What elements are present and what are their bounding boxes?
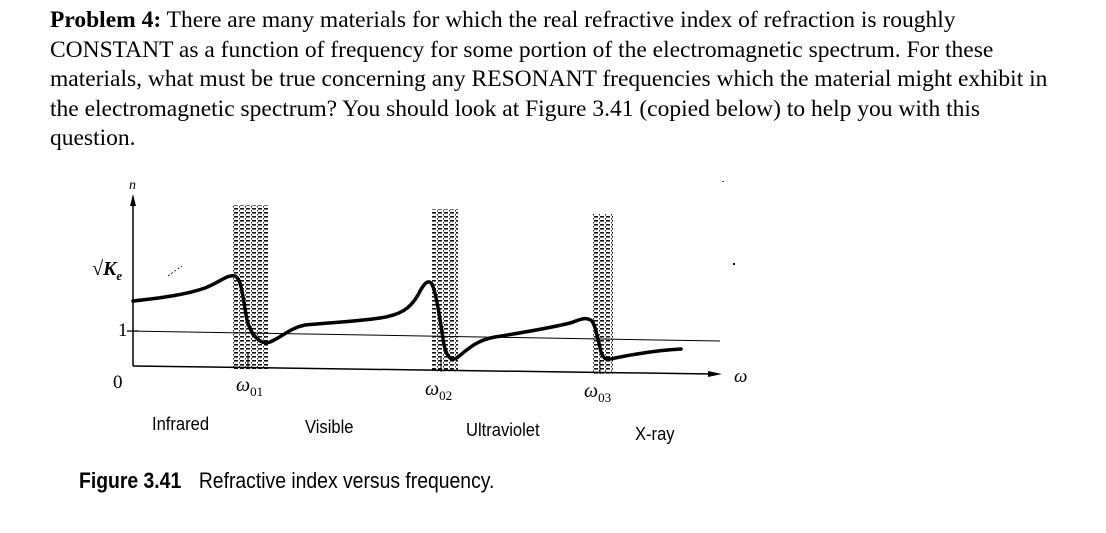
caption-text: Refractive index versus frequency. xyxy=(198,468,495,493)
x-axis-label: ω xyxy=(734,366,748,387)
n-equals-one-line xyxy=(126,330,721,342)
resonance-band-1 xyxy=(233,205,268,369)
stray-dot xyxy=(722,181,724,182)
stray-mark xyxy=(167,265,183,277)
omega-01-label: ω01 xyxy=(236,374,264,399)
region-ultraviolet: Ultraviolet xyxy=(466,420,540,440)
y-axis-arrow xyxy=(130,194,136,206)
omega-02-label: ω02 xyxy=(425,378,453,403)
region-infrared: Infrared xyxy=(152,414,210,434)
problem-statement: Problem 4: There are many materials for … xyxy=(50,6,1070,154)
y-axis-label: n xyxy=(129,178,136,193)
figure-caption: Figure 3.41 Refractive index versus frequ… xyxy=(79,468,494,494)
x-axis-arrow xyxy=(708,371,722,377)
problem-label: Problem 4: xyxy=(50,7,162,33)
sqrt-ke-text: √K xyxy=(92,258,117,280)
x-axis xyxy=(132,365,713,375)
stray-dot xyxy=(733,263,735,265)
region-visible: Visible xyxy=(305,417,354,437)
omega-03-label: ω03 xyxy=(584,380,612,405)
sqrt-ke-label: √Ke xyxy=(92,258,122,284)
tick-label-one: 1 xyxy=(118,320,128,341)
resonance-band-3 xyxy=(592,214,613,374)
sqrt-ke-subscript: e xyxy=(116,268,123,283)
problem-text: There are many materials for which the r… xyxy=(50,7,1048,151)
caption-number: Figure 3.41 xyxy=(79,468,182,493)
tick-label-zero: 0 xyxy=(113,372,123,393)
region-x-ray: X-ray xyxy=(635,424,675,444)
refractive-index-curve xyxy=(131,273,683,362)
